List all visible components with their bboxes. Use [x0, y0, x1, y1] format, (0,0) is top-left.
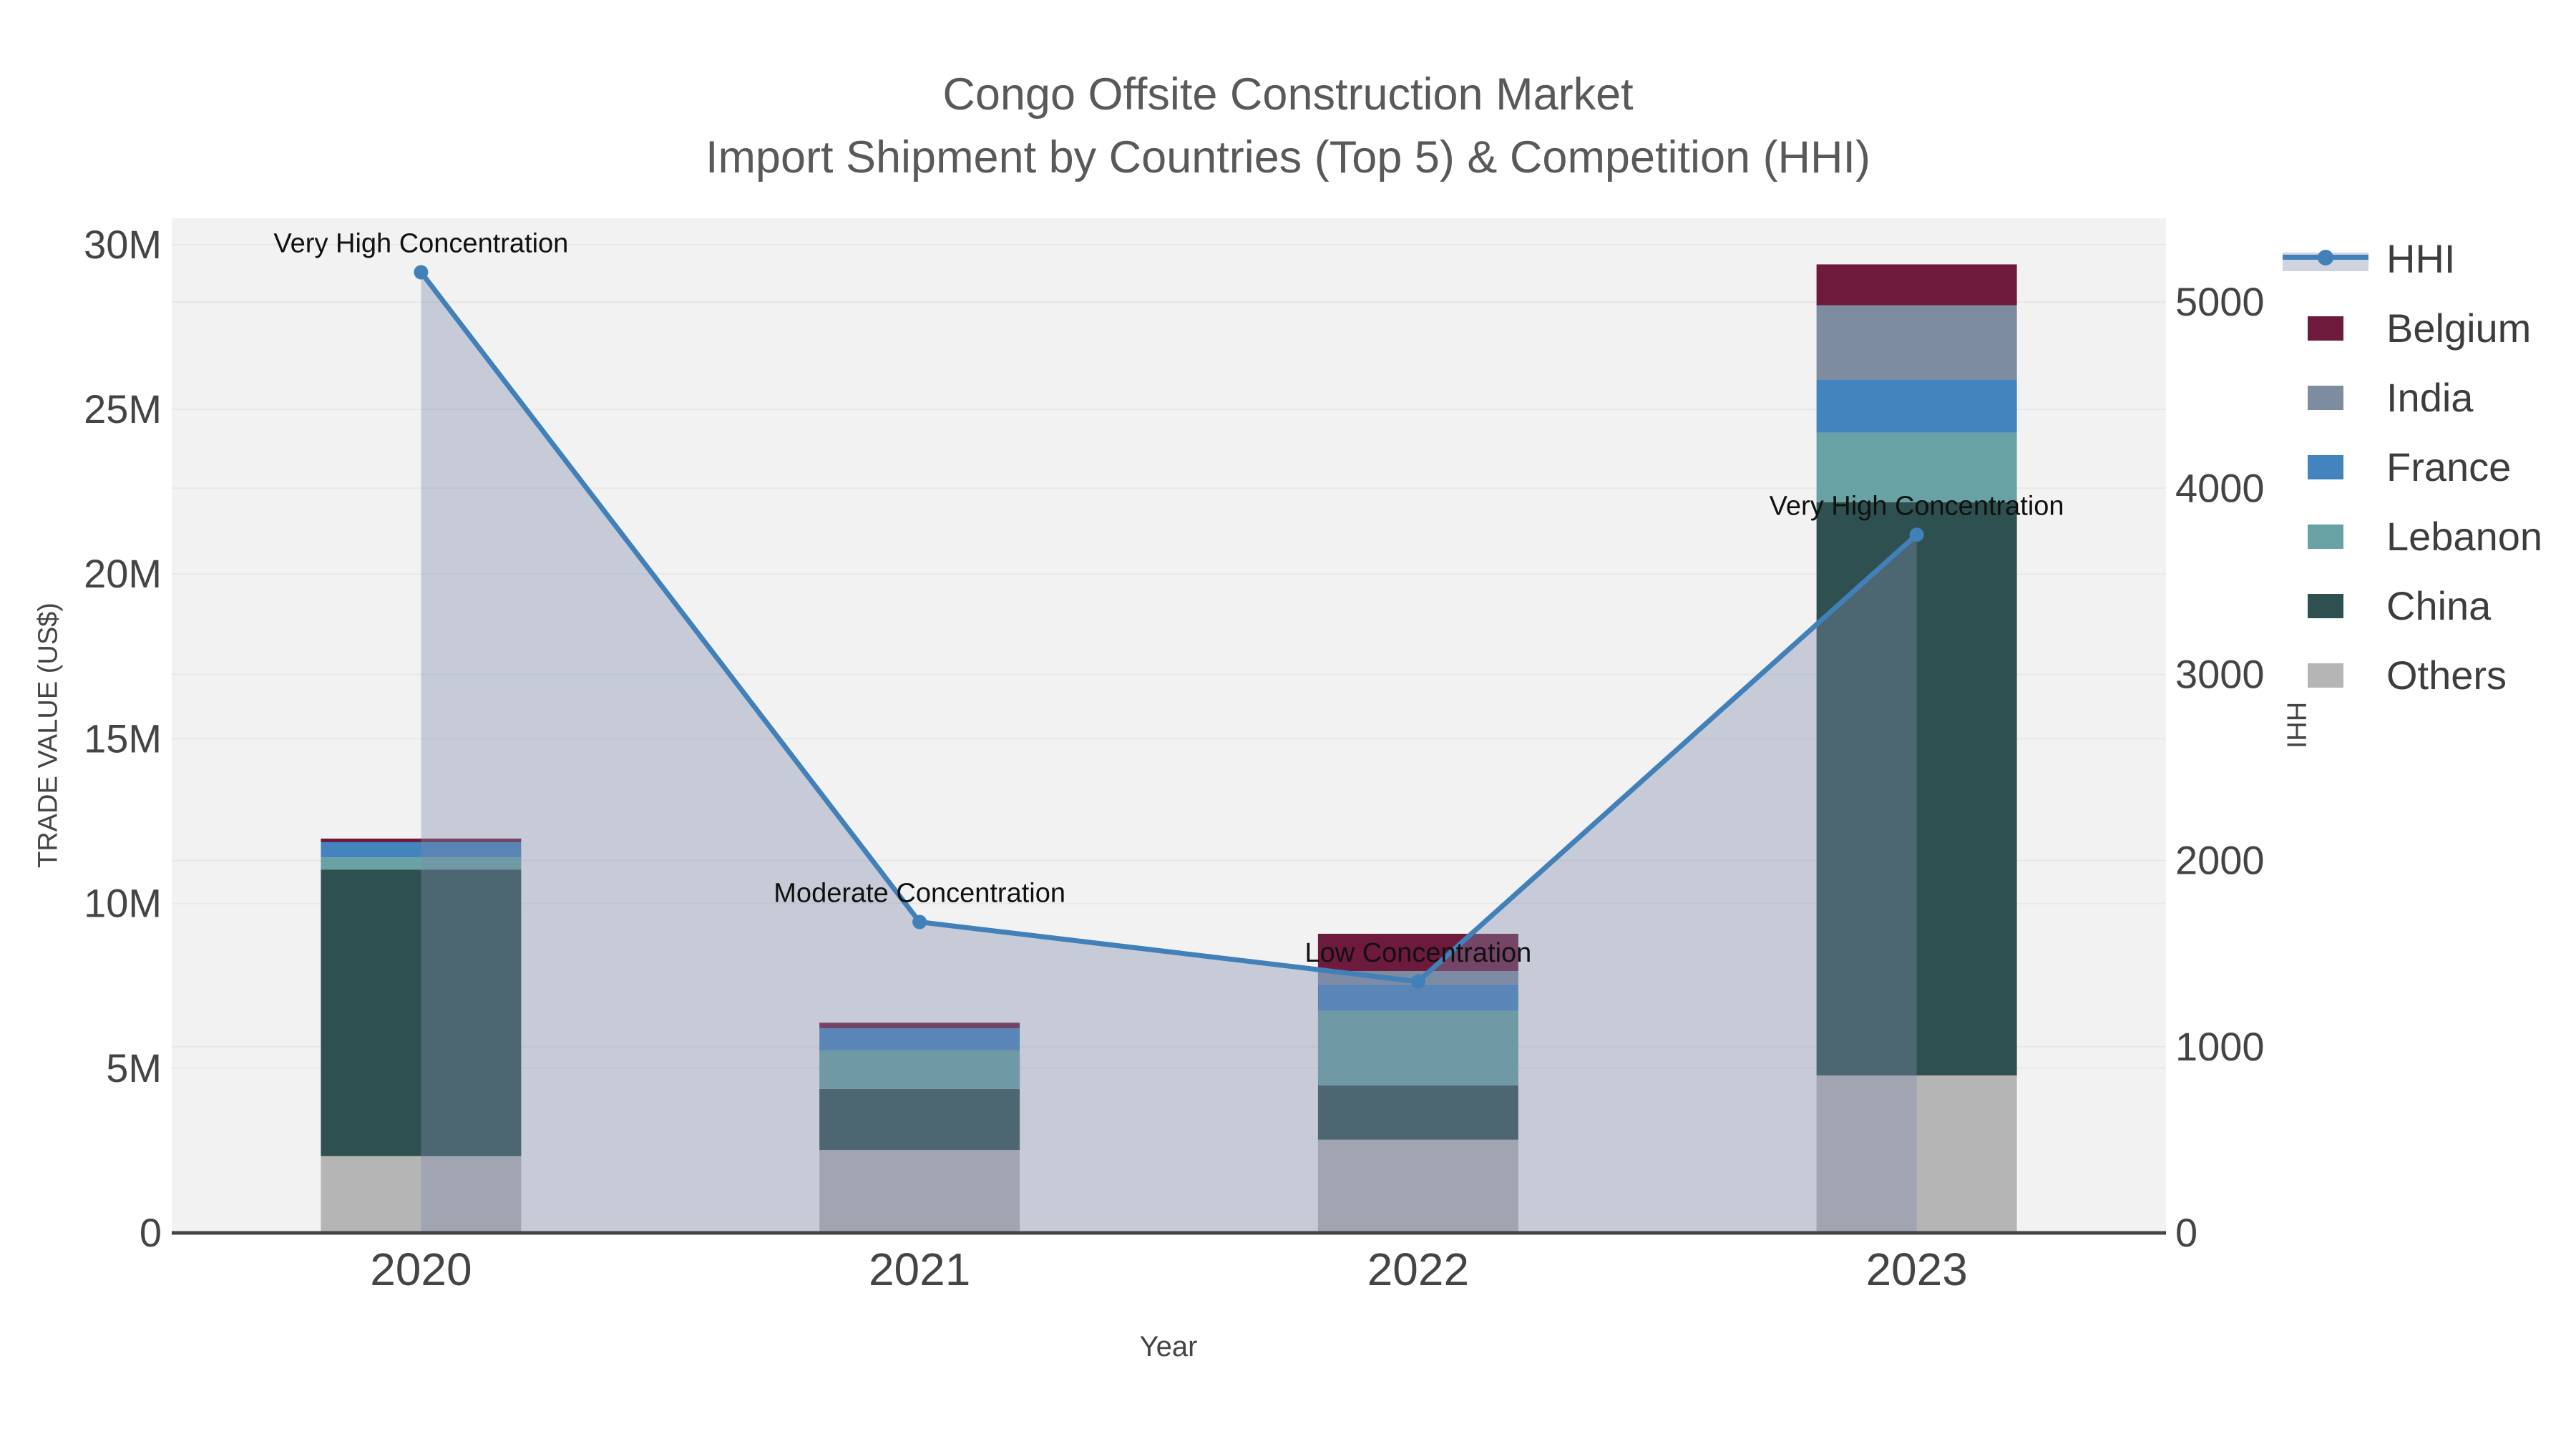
bar-segment-others-2020[interactable] — [321, 1156, 522, 1233]
bar-segment-lebanon-2022[interactable] — [1317, 1010, 1518, 1085]
bar-segment-india-2023[interactable] — [1816, 305, 2017, 380]
legend-item-hhi[interactable]: HHI — [2283, 236, 2542, 282]
hhi-line — [419, 270, 1918, 985]
x-tick-label-2023: 2023 — [1865, 1244, 1967, 1295]
x-tick-label-2022: 2022 — [1367, 1244, 1469, 1295]
bar-segment-others-2023[interactable] — [1816, 1075, 2017, 1233]
left-tick-label: 30M — [84, 222, 162, 267]
bar-segment-lebanon-2020[interactable] — [321, 857, 522, 870]
chart-title-line2: Import Shipment by Countries (Top 5) & C… — [705, 132, 1871, 182]
china-swatch-icon — [2308, 594, 2343, 618]
annotation-2022: Low Concentration — [1304, 938, 1531, 968]
bar-segment-others-2021[interactable] — [819, 1149, 1020, 1233]
bar-segment-belgium-2020[interactable] — [321, 838, 522, 842]
chart-title-line1: Congo Offsite Construction Market — [942, 69, 1634, 119]
hhi-point-2023[interactable] — [1909, 527, 1924, 542]
legend-item-lebanon[interactable]: Lebanon — [2283, 514, 2542, 560]
hhi-point-2022[interactable] — [1410, 974, 1425, 989]
legend-label: France — [2386, 444, 2512, 489]
legend-label: India — [2386, 375, 2474, 420]
bar-segment-lebanon-2021[interactable] — [819, 1050, 1020, 1089]
left-tick-label: 10M — [84, 881, 162, 926]
legend-label: HHI — [2386, 236, 2456, 281]
legend-item-belgium[interactable]: Belgium — [2283, 306, 2542, 351]
annotation-2020: Very High Concentration — [273, 228, 568, 258]
bar-segment-belgium-2021[interactable] — [819, 1023, 1020, 1029]
annotation-2023: Very High Concentration — [1770, 491, 2064, 521]
left-tick-label: 15M — [84, 716, 162, 761]
bar-segment-china-2020[interactable] — [321, 869, 522, 1156]
bar-segment-france-2023[interactable] — [1816, 379, 2017, 433]
right-tick-label: 5000 — [2175, 279, 2265, 324]
legend-label: China — [2386, 583, 2492, 628]
legend-label: Belgium — [2386, 306, 2532, 351]
bar-segment-lebanon-2023[interactable] — [1816, 432, 2017, 502]
legend: HHI Belgium India France Lebanon China O… — [2283, 236, 2542, 698]
bar-segment-china-2022[interactable] — [1317, 1085, 1518, 1140]
bar-segment-others-2022[interactable] — [1317, 1139, 1518, 1233]
hhi-point-2020[interactable] — [414, 265, 429, 280]
left-axis-title: TRADE VALUE (US$) — [33, 602, 64, 868]
bar-segment-belgium-2022[interactable] — [1317, 933, 1518, 971]
bar-segment-france-2022[interactable] — [1317, 984, 1518, 1011]
x-tick-label-2020: 2020 — [370, 1244, 472, 1295]
legend-label: Lebanon — [2386, 514, 2543, 559]
x-tick-label-2021: 2021 — [869, 1244, 970, 1295]
legend-item-others[interactable]: Others — [2283, 653, 2542, 698]
x-axis-title: Year — [1139, 1331, 1198, 1362]
others-swatch-icon — [2308, 663, 2343, 688]
right-tick-label: 1000 — [2175, 1024, 2265, 1069]
hhi-point-2021[interactable] — [912, 914, 927, 930]
chart-title: Congo Offsite Construction Market Import… — [0, 63, 2576, 189]
right-tick-label: 0 — [2175, 1210, 2197, 1255]
belgium-swatch-icon — [2308, 316, 2343, 341]
legend-item-china[interactable]: China — [2283, 583, 2542, 629]
right-tick-label: 4000 — [2175, 465, 2265, 510]
bar-segment-china-2021[interactable] — [819, 1088, 1020, 1150]
left-tick-label: 25M — [84, 386, 162, 431]
left-tick-label: 20M — [84, 551, 162, 596]
legend-item-india[interactable]: India — [2283, 375, 2542, 421]
hhi-area-fill — [421, 272, 1917, 1233]
france-swatch-icon — [2308, 455, 2343, 479]
left-tick-label: 5M — [106, 1045, 162, 1091]
bar-segment-france-2021[interactable] — [819, 1028, 1020, 1050]
hhi-line-icon — [2283, 245, 2368, 273]
hhi-marker-swatch — [2318, 250, 2333, 265]
bar-segment-belgium-2023[interactable] — [1816, 264, 2017, 306]
legend-label: Others — [2386, 653, 2507, 698]
india-swatch-icon — [2308, 386, 2343, 410]
right-tick-label: 3000 — [2175, 651, 2265, 696]
lebanon-swatch-icon — [2308, 525, 2343, 549]
annotation-2021: Moderate Concentration — [774, 878, 1065, 908]
right-tick-label: 2000 — [2175, 838, 2265, 883]
legend-item-france[interactable]: France — [2283, 444, 2542, 490]
left-tick-label: 0 — [140, 1210, 162, 1255]
bar-segment-france-2020[interactable] — [321, 841, 522, 858]
